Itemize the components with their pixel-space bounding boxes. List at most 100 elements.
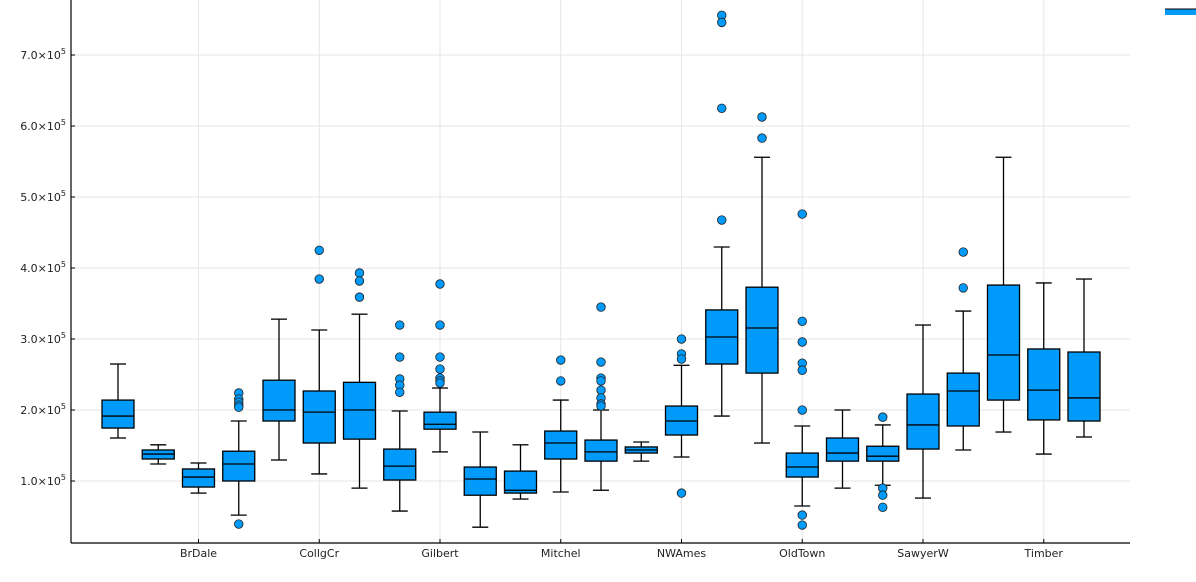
box-MeadowV	[503, 444, 538, 500]
iqr-box	[946, 372, 980, 427]
boxes	[101, 10, 1101, 530]
outlier-point	[797, 337, 807, 347]
box-NPkVill	[624, 441, 658, 462]
iqr-box	[745, 286, 779, 374]
box-OldTown	[785, 209, 819, 530]
outlier-point	[435, 352, 445, 362]
x-tick-label: Gilbert	[421, 547, 459, 560]
outlier-point	[354, 276, 365, 286]
outlier-point	[676, 488, 687, 498]
outlier-point	[757, 112, 767, 122]
outlier-point	[797, 405, 807, 415]
outlier-point	[354, 268, 365, 278]
iqr-box	[222, 450, 256, 482]
iqr-box	[503, 470, 538, 494]
box-Veenker	[1067, 278, 1101, 438]
outlier-point	[878, 490, 888, 500]
iqr-box	[302, 390, 336, 444]
box-BrDale	[181, 462, 216, 494]
box-NWAmes	[664, 334, 699, 498]
iqr-box	[423, 411, 457, 430]
box-Mitchel	[544, 355, 578, 493]
iqr-box	[785, 452, 819, 478]
iqr-box	[1067, 351, 1101, 422]
outlier-point	[354, 292, 365, 302]
iqr-box	[825, 437, 860, 462]
y-tick-label: 7.0×105	[20, 47, 66, 62]
outlier-point	[797, 209, 807, 219]
box-IDOTRR	[463, 431, 497, 528]
x-tick-label: BrDale	[180, 547, 217, 560]
y-tick-label: 2.0×105	[20, 402, 66, 417]
outlier-point	[314, 274, 324, 284]
outlier-point	[797, 316, 807, 326]
iqr-box	[544, 430, 578, 460]
y-tick-label: 1.0×105	[20, 473, 66, 488]
outlier-point	[596, 385, 606, 395]
iqr-box	[584, 439, 618, 462]
outlier-point	[797, 510, 807, 520]
box-Crawfor	[342, 268, 377, 489]
outlier-point	[556, 376, 566, 386]
box-Timber	[1027, 282, 1061, 455]
outlier-point	[435, 320, 445, 330]
x-tick-label: SawyerW	[897, 547, 949, 560]
outlier-point	[717, 17, 727, 28]
outlier-point	[757, 133, 767, 143]
legend-swatch	[1165, 9, 1196, 15]
axes: 1.0×105 2.0×105 3.0×105 4.0×105 5.0×105 6.0×1…	[20, 0, 1130, 560]
outlier-point	[395, 387, 405, 397]
box-Edwards	[383, 320, 417, 512]
iqr-box	[986, 284, 1021, 401]
box-BrkSide	[222, 388, 256, 529]
outlier-point	[395, 320, 405, 330]
box-Sawyer	[866, 412, 900, 512]
iqr-box	[101, 399, 135, 429]
box-SWISU	[825, 409, 860, 489]
box-CollgCr	[302, 245, 336, 475]
iqr-box	[181, 468, 216, 488]
outlier-point	[878, 412, 888, 422]
x-tick-label: NWAmes	[657, 547, 707, 560]
y-tick-label: 4.0×105	[20, 260, 66, 275]
outlier-point	[314, 245, 324, 255]
outlier-point	[596, 302, 606, 312]
iqr-box	[342, 381, 377, 440]
box-Gilbert	[423, 279, 457, 453]
x-tick-label: OldTown	[779, 547, 825, 560]
outlier-point	[435, 279, 445, 289]
outlier-point	[717, 215, 727, 225]
outlier-point	[797, 365, 807, 375]
outlier-point	[435, 364, 445, 374]
box-Blueste	[141, 444, 175, 465]
x-tick-label: CollgCr	[299, 547, 339, 560]
y-tick-label: 6.0×105	[20, 118, 66, 133]
legend	[1165, 8, 1196, 15]
box-StoneBr	[986, 156, 1021, 433]
box-SawyerW	[906, 324, 940, 499]
box-NAmes	[584, 302, 618, 491]
box-Blmngtn	[101, 363, 135, 439]
box-NridgHt	[745, 112, 779, 444]
outlier-point	[395, 352, 405, 362]
outlier-point	[958, 247, 968, 257]
outlier-point	[596, 357, 606, 367]
y-tick-label: 3.0×105	[20, 331, 66, 346]
iqr-box	[906, 393, 940, 450]
outlier-point	[556, 355, 566, 365]
outlier-point	[234, 402, 244, 412]
outlier-point	[676, 354, 687, 364]
outlier-point	[717, 103, 727, 113]
iqr-box	[463, 466, 497, 496]
outlier-point	[596, 376, 606, 386]
iqr-box	[866, 445, 900, 462]
box-ClearCr	[262, 318, 296, 461]
box-Somerst	[946, 247, 980, 451]
iqr-box	[262, 379, 296, 422]
x-tick-label: Mitchel	[541, 547, 581, 560]
outlier-point	[596, 401, 606, 411]
iqr-box	[1027, 348, 1061, 421]
outlier-point	[676, 334, 687, 344]
outlier-point	[234, 519, 244, 529]
outlier-point	[797, 520, 807, 530]
